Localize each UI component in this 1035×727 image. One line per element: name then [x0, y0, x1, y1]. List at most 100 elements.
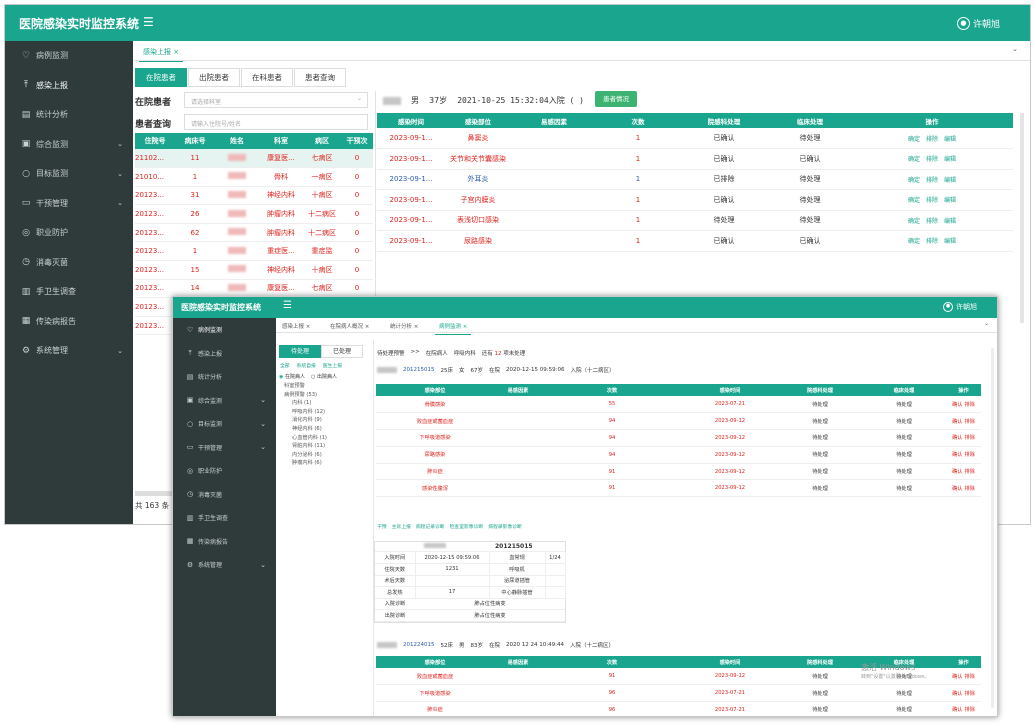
chevron-down-icon[interactable]: ⌄	[983, 320, 989, 327]
column-header[interactable]: 易感因素	[507, 659, 529, 666]
sidebar-item-intervention[interactable]: ▭ 干预管理 ⌄	[5, 189, 133, 219]
op-link[interactable]: 排除	[925, 217, 938, 225]
action-link[interactable]: 干预	[377, 525, 387, 530]
sidebar-item-infectious-report[interactable]: ▦ 传染病报告	[5, 307, 133, 337]
radio-discharged[interactable]: ○ 出院病人	[310, 374, 337, 380]
table-row[interactable]: 下呼吸道感染 96 2023-07-21 待处理 待处理 确认 排除	[376, 685, 981, 702]
op-link[interactable]: 确定	[907, 238, 920, 246]
column-header[interactable]: 操作	[958, 659, 969, 666]
table-row[interactable]: 2023-09-1... 表浅切口感染 1 待处理 待处理 确定 排除 编辑	[377, 210, 1013, 231]
op-link[interactable]: 编辑	[944, 217, 957, 225]
table-row[interactable]: 骨膜感染 55 2023-07-21 待处理 待处理 确认 排除	[376, 396, 981, 413]
action-link[interactable]: 病程记录诊断	[415, 525, 445, 530]
sidebar-item-protection[interactable]: ◎ 职业防护	[173, 459, 276, 483]
tab-pending[interactable]: 待处理	[279, 345, 321, 358]
sidebar-item-hand-hygiene[interactable]: ▥ 手卫生调查	[173, 506, 276, 530]
dept-select[interactable]: 请选择科室 ⌄	[184, 92, 368, 108]
op-link[interactable]: 确认	[952, 485, 963, 492]
patient2-id[interactable]: 201224015	[403, 642, 435, 648]
op-link[interactable]: 排除	[925, 156, 938, 164]
op-link[interactable]: 排除	[964, 673, 975, 680]
sidebar-item-target[interactable]: ○ 目标监测 ⌄	[173, 412, 276, 436]
column-header[interactable]: 科室	[274, 137, 288, 145]
tree-item[interactable]: 内分泌科 (6)	[292, 451, 322, 458]
column-header[interactable]: 次数	[606, 387, 618, 394]
op-link[interactable]: 确认	[952, 435, 963, 442]
sidebar-item-infection-report[interactable]: ⤒ 感染上报	[5, 71, 133, 101]
table-row[interactable]: 2023-09-1... 尿路感染 1 已确认 已确认 确定 排除 编辑	[377, 231, 1013, 251]
action-link[interactable]: 病程录影像诊断	[488, 525, 522, 530]
tree-item[interactable]: 神经内科 (6)	[292, 425, 322, 432]
tab-processed[interactable]: 已处理	[321, 345, 363, 358]
column-header[interactable]: 住院号	[144, 137, 166, 145]
op-link[interactable]: 编辑	[944, 156, 957, 164]
table-row[interactable]: 20123... 26 肿瘤内科 十二病区 0	[135, 205, 373, 224]
vertical-scrollbar[interactable]	[1020, 113, 1024, 323]
radio-inpatients[interactable]: ◉ 在院病人	[279, 374, 305, 380]
table-row[interactable]: 2023-09-1... 关节和关节囊感染 1 已确认 已确认 确定 排除 编辑	[377, 149, 1013, 169]
table-row[interactable]: 肺炎症 96 2023-07-21 待处理 待处理 确认 排除	[376, 702, 981, 716]
column-header[interactable]: 感染时间	[719, 659, 741, 666]
op-link[interactable]: 排除	[925, 238, 938, 246]
column-header[interactable]: 易感因素	[507, 387, 529, 394]
action-link[interactable]: 检查室影像诊断	[449, 525, 484, 530]
sidebar-item-infection-report[interactable]: ⤒ 感染上报	[173, 342, 276, 366]
tab-stats[interactable]: 统计分析 ×	[390, 324, 419, 330]
sidebar-item-comprehensive[interactable]: ▣ 综合监测 ⌄	[173, 389, 276, 413]
action-link[interactable]: 主诉上报	[391, 525, 411, 530]
tab-patient-query[interactable]: 患者查询	[294, 68, 346, 87]
table-row[interactable]: 20123... 1 重症医... 重症监 0	[135, 242, 373, 261]
tab-infection-report[interactable]: 感染上报 ×	[138, 48, 184, 62]
sidebar-item-comprehensive[interactable]: ▣ 综合监测 ⌄	[5, 130, 133, 160]
tab-inpatient-overview[interactable]: 在院病人概况 ×	[330, 324, 370, 330]
tree-item[interactable]: 呼吸内科 (12)	[292, 408, 326, 415]
op-link[interactable]: 编辑	[944, 197, 957, 205]
op-link[interactable]: 排除	[925, 197, 938, 205]
column-header[interactable]: 病床号	[184, 137, 206, 145]
column-header[interactable]: 次数	[631, 117, 645, 126]
table-row[interactable]: 肺炎症 91 2023-09-12 待处理 待处理 确认 排除	[376, 463, 981, 480]
table-row[interactable]: 21102... 11 康复医... 七病区 0	[135, 149, 373, 168]
op-link[interactable]: 确认	[952, 690, 963, 697]
table-row[interactable]: 败血症或菌血症 94 2023-09-12 待处理 待处理 确认 排除	[376, 413, 981, 430]
sidebar-item-intervention[interactable]: ▭ 干预管理 ⌄	[173, 436, 276, 460]
column-header[interactable]: 姓名	[230, 137, 244, 145]
tree-item[interactable]: 肿瘤内科 (6)	[292, 460, 322, 467]
op-link[interactable]: 确定	[907, 156, 920, 164]
op-link[interactable]: 确认	[952, 673, 963, 680]
user-menu[interactable]: ● 许朝旭	[956, 17, 1000, 30]
filter-doctor[interactable]: 医生上报	[322, 364, 343, 369]
op-link[interactable]: 排除	[964, 690, 975, 697]
op-link[interactable]: 编辑	[944, 238, 957, 246]
column-header[interactable]: 临床处理	[893, 659, 915, 666]
filter-all[interactable]: 全部	[280, 364, 290, 369]
tree-item[interactable]: 消化内科 (9)	[292, 417, 322, 424]
sidebar-item-disinfection[interactable]: ◷ 消毒灭菌	[5, 248, 133, 278]
column-header[interactable]: 临床处理	[797, 117, 823, 126]
column-header[interactable]: 院感科处理	[807, 387, 833, 394]
table-row[interactable]: 20123... 62 肿瘤内科 十二病区 0	[135, 223, 373, 242]
tab-discharged[interactable]: 出院患者	[188, 68, 240, 87]
tree-item[interactable]: 内科 (1)	[292, 400, 312, 407]
table-row[interactable]: 20123... 31 神经内科 十病区 0	[135, 186, 373, 205]
column-header[interactable]: 病区	[315, 137, 329, 145]
op-link[interactable]: 确定	[907, 135, 920, 143]
table-row[interactable]: 21010... 1 骨科 一病区 0	[135, 168, 373, 187]
column-header[interactable]: 干预次	[346, 137, 368, 145]
op-link[interactable]: 排除	[964, 418, 975, 425]
op-link[interactable]: 排除	[964, 469, 975, 476]
column-header[interactable]: 感染时间	[719, 387, 741, 394]
sidebar-item-system[interactable]: ⚙ 系统管理 ⌄	[173, 553, 276, 577]
user-menu[interactable]: ● 许朝旭	[943, 302, 977, 312]
column-header[interactable]: 院感科处理	[807, 659, 833, 666]
op-link[interactable]: 确认	[952, 707, 963, 714]
table-row[interactable]: 2023-09-1... 子宫内膜炎 1 已确认 待处理 确定 排除 编辑	[377, 190, 1013, 210]
column-header[interactable]: 感染部位	[424, 387, 446, 394]
sidebar-item-case-monitor[interactable]: ♡ 病例监测	[173, 318, 276, 342]
op-link[interactable]: 确定	[907, 176, 920, 184]
op-link[interactable]: 排除	[964, 485, 975, 492]
tab-case-monitor[interactable]: 病例监测 ×	[434, 324, 472, 335]
tab-inpatients[interactable]: 在院患者	[135, 68, 187, 87]
op-link[interactable]: 确定	[907, 197, 920, 205]
op-link[interactable]: 编辑	[944, 176, 957, 184]
